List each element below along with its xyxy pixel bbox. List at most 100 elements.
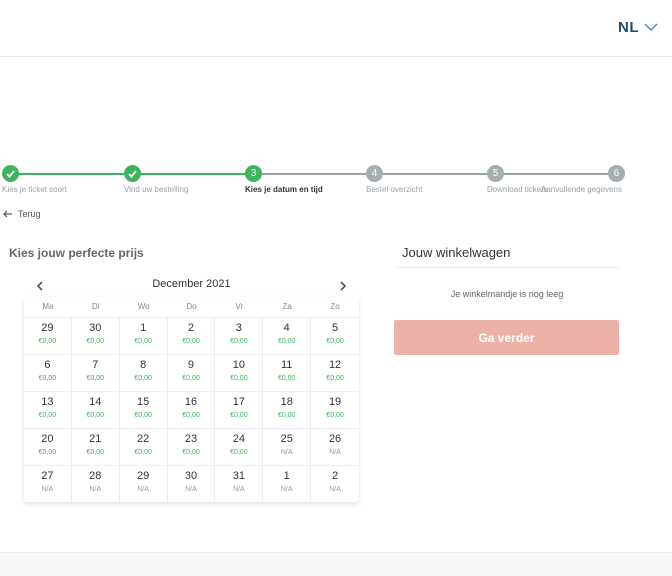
header: NL (0, 0, 672, 57)
calendar-day[interactable]: 30 €0,00 (71, 317, 120, 354)
day-price: €0,00 (230, 375, 248, 382)
calendar-day: 27 N/A (24, 465, 72, 502)
day-price: €0,00 (134, 449, 152, 456)
calendar-day[interactable]: 14 €0,00 (71, 391, 120, 428)
day-number: 1 (140, 322, 147, 334)
calendar-day[interactable]: 19 €0,00 (311, 391, 359, 428)
step-6-label: Aanvullende gegevens (541, 185, 622, 194)
day-price: €0,00 (277, 375, 296, 382)
day-number: 9 (187, 359, 195, 371)
footer (0, 552, 672, 576)
step-3-number: 3 (245, 165, 262, 182)
calendar: Ma Di Wo Do Vr Za Zo 29 €0,00 30 €0,00 1 €0,00 2 €0,0… (24, 297, 359, 502)
prev-month-button[interactable] (36, 278, 44, 296)
language-selector[interactable]: NL (618, 19, 658, 36)
calendar-day[interactable]: 21 €0,00 (71, 428, 120, 465)
cart-empty-message: Je winkelmandje is nog leeg (450, 289, 564, 299)
calendar-header: December 2021 (24, 276, 359, 292)
day-price: €0,00 (230, 338, 248, 345)
day-price: €0,00 (182, 412, 200, 419)
day-number: 11 (281, 359, 293, 371)
day-price: €0,00 (38, 375, 57, 382)
calendar-day: 31 N/A (215, 465, 264, 502)
stepper-line-pending (252, 173, 616, 175)
weekday-label: Wo (137, 302, 150, 311)
arrow-left-icon (3, 210, 12, 218)
day-number: 29 (137, 470, 150, 482)
day-number: 29 (41, 322, 54, 334)
day-number: 28 (89, 470, 102, 482)
back-label: Terug (18, 209, 41, 219)
calendar-day: 25 N/A (263, 428, 312, 465)
day-price: N/A (329, 449, 341, 456)
step-6-number: 6 (608, 165, 625, 182)
chevron-right-icon (340, 281, 347, 291)
calendar-day[interactable]: 13 €0,00 (24, 391, 72, 428)
day-number: 22 (137, 433, 150, 445)
calendar-day[interactable]: 4 €0,00 (263, 317, 312, 354)
calendar-day: 26 N/A (311, 428, 359, 465)
calendar-day[interactable]: 20 €0,00 (24, 428, 72, 465)
calendar-day[interactable]: 8 €0,00 (119, 354, 168, 391)
section-title: Kies jouw perfecte prijs (9, 246, 144, 260)
day-price: N/A (329, 486, 341, 493)
calendar-day[interactable]: 17 €0,00 (215, 391, 264, 428)
weekday-label: Zo (330, 302, 340, 311)
day-price: N/A (137, 486, 149, 493)
calendar-day[interactable]: 7 €0,00 (71, 354, 120, 391)
calendar-day[interactable]: 1 €0,00 (119, 317, 168, 354)
calendar-month-label: December 2021 (152, 278, 231, 290)
day-price: €0,00 (38, 338, 57, 345)
calendar-day[interactable]: 12 €0,00 (311, 354, 359, 391)
calendar-day[interactable]: 2 €0,00 (167, 317, 216, 354)
calendar-day[interactable]: 6 €0,00 (24, 354, 72, 391)
calendar-day[interactable]: 3 €0,00 (215, 317, 264, 354)
calendar-day: 1 N/A (263, 465, 312, 502)
day-number: 25 (280, 433, 293, 445)
calendar-day[interactable]: 11 €0,00 (263, 354, 312, 391)
day-price: N/A (280, 486, 293, 493)
chevron-down-icon (644, 23, 658, 32)
day-price: €0,00 (38, 449, 57, 456)
calendar-day[interactable]: 24 €0,00 (215, 428, 264, 465)
chevron-left-icon (36, 281, 43, 291)
day-number: 27 (41, 470, 54, 482)
calendar-day[interactable]: 15 €0,00 (119, 391, 168, 428)
weekday-label: Ma (42, 302, 54, 311)
calendar-day: 30 N/A (167, 465, 216, 502)
day-price: €0,00 (86, 412, 105, 419)
day-number: 21 (89, 433, 102, 445)
calendar-day[interactable]: 23 €0,00 (167, 428, 216, 465)
day-number: 1 (283, 470, 290, 482)
calendar-day: 2 N/A (311, 465, 359, 502)
calendar-day[interactable]: 18 €0,00 (263, 391, 312, 428)
calendar-day[interactable]: 10 €0,00 (215, 354, 264, 391)
step-5-number: 5 (487, 165, 504, 182)
day-price: €0,00 (326, 375, 344, 382)
step-3-label: Kies je datum en tijd (245, 185, 323, 194)
continue-button[interactable]: Ga verder (394, 320, 619, 355)
day-price: €0,00 (277, 338, 296, 345)
calendar-day[interactable]: 9 €0,00 (167, 354, 216, 391)
day-number: 18 (280, 396, 293, 408)
day-number: 4 (283, 322, 290, 334)
day-number: 20 (41, 433, 54, 445)
day-number: 5 (332, 322, 339, 334)
calendar-day[interactable]: 29 €0,00 (24, 317, 72, 354)
day-number: 19 (328, 396, 342, 408)
day-price: €0,00 (326, 338, 344, 345)
step-4-label: Bestel overzicht (366, 185, 423, 194)
step-5-label: Download tickets (487, 185, 548, 194)
calendar-day[interactable]: 22 €0,00 (119, 428, 168, 465)
weekday-label: Vr (235, 302, 244, 311)
calendar-day[interactable]: 16 €0,00 (167, 391, 216, 428)
next-month-button[interactable] (339, 278, 347, 296)
day-number: 16 (184, 396, 198, 408)
weekday-label: Do (186, 302, 197, 311)
calendar-day: 29 N/A (119, 465, 168, 502)
calendar-day[interactable]: 5 €0,00 (311, 317, 359, 354)
back-link[interactable]: Terug (3, 209, 41, 219)
day-number: 31 (232, 470, 245, 482)
day-number: 12 (328, 359, 342, 371)
